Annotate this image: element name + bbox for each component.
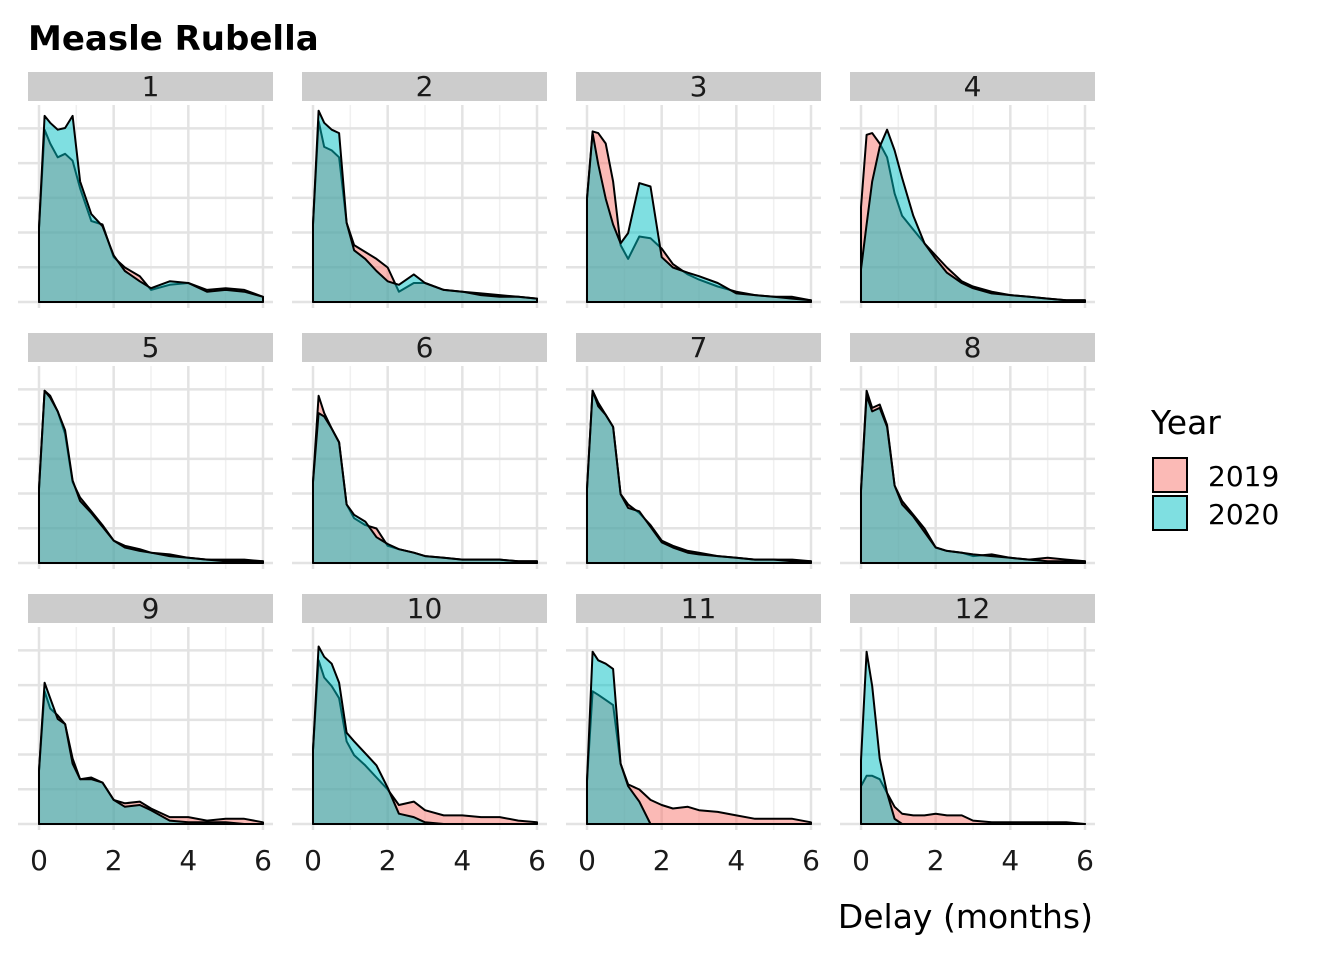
strip-label: 9: [142, 592, 160, 625]
x-tick-label: 6: [802, 844, 820, 877]
strip-label: 4: [964, 70, 982, 103]
strip-label: 2: [416, 70, 434, 103]
density-area-2020: [860, 128, 1086, 303]
strip-background: [28, 333, 273, 362]
facet-panel-3: 3: [566, 70, 821, 308]
density-area-2020: [860, 650, 1086, 825]
facet-panel-2: 2: [292, 70, 547, 308]
legend-title: Year: [1150, 403, 1221, 442]
x-tick-label: 2: [653, 844, 671, 877]
facet-panel-6: 6: [292, 331, 547, 569]
strip-background: [850, 333, 1095, 362]
strip-label: 11: [681, 592, 717, 625]
strip-label: 1: [142, 70, 160, 103]
x-tick-label: 2: [105, 844, 123, 877]
strip-background: [576, 594, 821, 623]
density-area-2020: [312, 109, 538, 303]
facet-panel-1: 1: [18, 70, 273, 308]
density-area-2020: [312, 645, 538, 825]
facet-panel-4: 4: [840, 70, 1095, 308]
facet-panel-10: 10 0 2 4 6: [292, 592, 547, 877]
density-area-2020: [312, 412, 538, 564]
strip-label: 6: [416, 331, 434, 364]
strip-background: [302, 594, 547, 623]
x-tick-label: 0: [852, 844, 870, 877]
strip-background: [28, 72, 273, 101]
x-tick-label: 0: [30, 844, 48, 877]
x-tick-label: 6: [254, 844, 272, 877]
x-tick-label: 4: [453, 844, 471, 877]
x-tick-label: 4: [1001, 844, 1019, 877]
facet-panel-8: 8: [840, 331, 1095, 569]
density-area-2020: [38, 114, 264, 303]
strip-label: 8: [964, 331, 982, 364]
strip-label: 5: [142, 331, 160, 364]
facet-panel-7: 7: [566, 331, 821, 569]
strip-background: [576, 333, 821, 362]
legend-key-2020: [1152, 495, 1188, 531]
strip-background: [302, 72, 547, 101]
x-tick-label: 0: [578, 844, 596, 877]
x-tick-label: 6: [1076, 844, 1094, 877]
density-area-2020: [586, 132, 812, 303]
strip-background: [302, 333, 547, 362]
x-tick-label: 6: [528, 844, 546, 877]
strip-background: [850, 594, 1095, 623]
x-tick-label: 2: [927, 844, 945, 877]
x-tick-label: 2: [379, 844, 397, 877]
facet-panel-11: 11 0 2 4 6: [566, 592, 821, 877]
strip-label: 12: [955, 592, 991, 625]
strip-label: 7: [690, 331, 708, 364]
density-area-2020: [860, 394, 1086, 564]
density-area-2020: [38, 681, 264, 825]
chart-title: Measle Rubella: [28, 19, 319, 59]
density-area-2020: [586, 650, 812, 825]
strip-background: [28, 594, 273, 623]
facet-panel-9: 9 0 2 4 6: [18, 592, 273, 877]
x-tick-label: 0: [304, 844, 322, 877]
legend: Year 2019 2020: [1150, 403, 1279, 531]
strip-background: [850, 72, 1095, 101]
legend-key-2019: [1152, 457, 1188, 493]
x-axis-title: Delay (months): [838, 897, 1093, 936]
legend-label-2019: 2019: [1208, 460, 1279, 493]
x-tick-label: 4: [727, 844, 745, 877]
strip-label: 3: [690, 70, 708, 103]
density-area-2020: [38, 389, 264, 564]
facet-panel-12: 12 0 2 4 6: [840, 592, 1095, 877]
strip-label: 10: [407, 592, 443, 625]
density-area-2020: [586, 389, 812, 564]
legend-label-2020: 2020: [1208, 498, 1279, 531]
strip-background: [576, 72, 821, 101]
facet-panel-5: 5: [18, 331, 273, 569]
x-tick-label: 4: [179, 844, 197, 877]
